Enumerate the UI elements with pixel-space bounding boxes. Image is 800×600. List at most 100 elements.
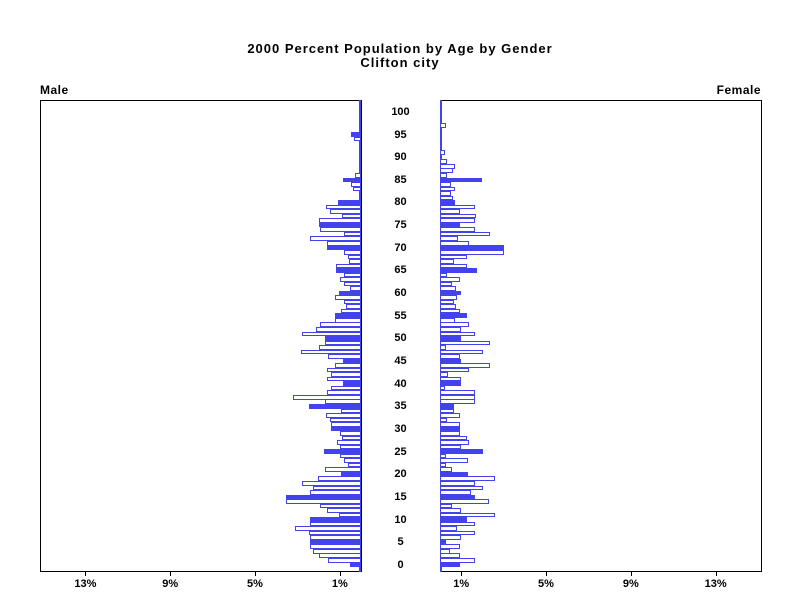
- female-bar-age-33: [440, 413, 461, 418]
- male-bar-age-19: [317, 476, 361, 482]
- male-panel-label: Male: [40, 83, 69, 97]
- male-bar-age-30: [331, 426, 361, 432]
- male-percent-tick-label-1: 1%: [331, 578, 348, 590]
- female-bar-age-28: [440, 435, 467, 441]
- male-bar-age-0: [350, 562, 361, 568]
- male-bar-age-24: [339, 453, 361, 459]
- female-bar-age-61: [440, 286, 456, 291]
- male-bar-age-71: [327, 240, 361, 246]
- male-bar-age-13: [319, 503, 361, 509]
- male-bar-age-35: [309, 404, 361, 409]
- male-bar-age-8: [295, 526, 361, 531]
- male-bar-age-17: [313, 485, 361, 491]
- male-bar-age-29: [339, 431, 361, 436]
- male-bar-age-3: [313, 548, 361, 554]
- male-bar-age-77: [341, 213, 361, 219]
- age-tick-label-55: 55: [394, 309, 407, 322]
- female-bar-age-97: [440, 123, 447, 128]
- female-bar-age-68: [440, 254, 467, 260]
- age-tick-label-45: 45: [394, 355, 407, 367]
- male-bar-age-66: [335, 263, 361, 269]
- male-bar-age-76: [318, 218, 361, 223]
- male-bar-age-61: [350, 286, 361, 291]
- male-bar-age-32: [330, 417, 361, 423]
- male-bar-age-74: [319, 227, 361, 232]
- female-bar-age-44: [440, 363, 490, 368]
- female-bar-age-21: [440, 467, 452, 472]
- age-tick-label-5: 5: [397, 536, 404, 549]
- male-bar-age-16: [310, 490, 361, 495]
- female-bar-age-15: [440, 494, 475, 500]
- male-bar-age-49: [324, 340, 361, 346]
- female-bar-age-47: [440, 349, 484, 355]
- age-tick-label-30: 30: [394, 422, 407, 435]
- male-bar-age-68: [348, 254, 361, 260]
- female-bar-age-14: [440, 499, 489, 504]
- female-percent-tick-13: [715, 571, 717, 576]
- male-bar-age-57: [346, 304, 361, 309]
- male-bar-age-54: [334, 317, 361, 323]
- female-bar-age-70: [440, 245, 504, 251]
- female-bar-age-23: [440, 458, 468, 463]
- female-bar-age-3: [440, 548, 450, 554]
- male-bar-age-86: [354, 172, 361, 178]
- male-bar-age-18: [301, 481, 361, 486]
- female-bar-age-17: [440, 485, 484, 491]
- female-bar-age-34: [440, 408, 454, 414]
- male-bar-age-69: [344, 249, 361, 255]
- male-bar-age-43: [327, 367, 361, 373]
- age-tick-label-80: 80: [394, 196, 407, 209]
- male-percent-tick-label-5: 5%: [247, 578, 263, 590]
- male-bar-age-85: [342, 177, 361, 183]
- female-bar-age-80: [440, 200, 455, 205]
- male-bar-age-41: [327, 376, 361, 382]
- male-bar-age-26: [339, 444, 361, 450]
- male-bar-age-31: [331, 422, 361, 427]
- male-bar-age-84: [351, 182, 361, 187]
- female-bar-age-46: [440, 354, 461, 359]
- male-bar-age-25: [323, 449, 361, 454]
- male-bar-age-2: [318, 553, 361, 559]
- age-tick-label-15: 15: [394, 490, 407, 503]
- male-bar-age-9: [310, 521, 361, 527]
- female-bar-age-81: [440, 195, 453, 201]
- age-tick-label-70: 70: [394, 241, 407, 254]
- age-tick-label-90: 90: [394, 151, 407, 164]
- male-bar-age-44: [334, 363, 361, 368]
- male-bar-age-95: [351, 132, 361, 137]
- female-bar-age-63: [440, 277, 461, 282]
- female-percent-tick-label-9: 9%: [622, 578, 639, 590]
- female-bar-age-62: [440, 281, 452, 287]
- male-bar-age-56: [340, 308, 361, 314]
- female-bar-age-13: [440, 503, 452, 509]
- female-bar-age-19: [440, 476, 496, 482]
- female-plot-box: [440, 100, 762, 572]
- male-bar-age-67: [349, 259, 361, 264]
- age-tick-label-60: 60: [394, 287, 407, 300]
- female-bar-age-84: [440, 182, 451, 187]
- age-tick-label-40: 40: [394, 377, 407, 390]
- female-bar-age-89: [440, 159, 448, 164]
- female-percent-tick-label-13: 13%: [704, 578, 727, 590]
- male-bar-age-6: [310, 535, 361, 540]
- female-bar-age-73: [440, 231, 490, 237]
- female-bar-age-32: [440, 417, 448, 423]
- female-bar-age-40: [440, 381, 462, 386]
- male-bar-age-78: [330, 209, 361, 214]
- male-bar-age-52: [316, 326, 361, 332]
- female-bar-age-24: [440, 453, 447, 459]
- female-bar-age-7: [440, 530, 475, 536]
- male-bar-age-62: [344, 281, 361, 287]
- male-bar-age-75: [318, 222, 361, 228]
- male-bar-age-36: [324, 399, 361, 405]
- male-bar-age-59: [334, 295, 361, 300]
- male-bar-age-70: [327, 245, 361, 251]
- male-percent-tick-1: [339, 571, 341, 576]
- female-bar-age-16: [440, 490, 471, 495]
- female-bar-age-36: [440, 399, 475, 405]
- female-bar-age-78: [440, 209, 461, 214]
- female-bar-age-88: [440, 163, 455, 169]
- male-bar-age-21: [324, 467, 361, 472]
- female-percent-tick-1: [461, 571, 463, 576]
